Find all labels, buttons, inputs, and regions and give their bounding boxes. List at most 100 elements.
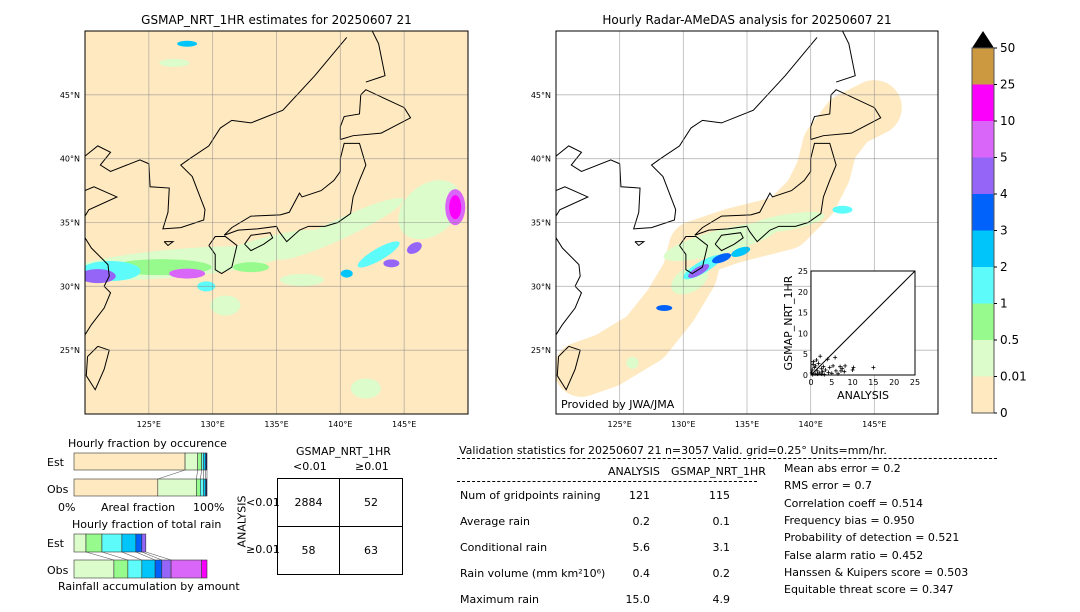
score: Probability of detection = 0.521 — [784, 531, 960, 545]
stat-value: 4.9 — [712, 593, 731, 606]
score: Frequency bias = 0.950 — [784, 513, 915, 527]
coastline — [208, 236, 238, 275]
rain-area — [205, 229, 322, 267]
accumulation-label: Rainfall accumulation by amount — [58, 580, 240, 593]
coastline — [556, 37, 818, 230]
scatter-point — [842, 369, 847, 374]
colorbar-segment — [972, 194, 994, 231]
scatter-point — [821, 364, 826, 369]
map-layer — [85, 31, 468, 414]
score: Hanssen & Kuipers score = 0.503 — [784, 565, 969, 579]
scatter-y-tick: 15 — [798, 309, 808, 318]
rain-area — [626, 356, 639, 369]
coastline — [694, 142, 837, 243]
rain-area — [340, 269, 353, 278]
fraction-segment — [113, 559, 129, 579]
scatter-point — [819, 366, 824, 371]
scatter-y-tick: 0 — [803, 371, 808, 380]
colorbar-label: 0.5 — [1000, 333, 1019, 347]
y-tick-label: 40°N — [531, 155, 551, 164]
fraction-segment — [184, 452, 198, 471]
stat-value: 121 — [629, 489, 650, 502]
y-tick-label: 30°N — [60, 282, 80, 291]
diagonal-line — [810, 270, 916, 376]
left-map-title: GSMAP_NRT_1HR estimates for 20250607 21 — [141, 13, 412, 27]
est-label-1: Est — [47, 456, 64, 469]
scatter-point — [850, 368, 855, 373]
colorbar-extend-arrow — [972, 31, 994, 48]
fraction-segment — [197, 452, 202, 471]
scatter-point — [833, 355, 838, 360]
tick-0pct: 0% — [58, 501, 76, 514]
stat-value: 0.4 — [632, 567, 651, 580]
maps-canvas: 125°E 130°E 135°E 140°E 145°E 45°N 40°N 35°N 30°… — [60, 30, 1027, 429]
x-tick-label: 140°E — [328, 420, 352, 429]
rain-area — [280, 273, 325, 286]
x-tick-label: 130°E — [671, 420, 695, 429]
divider — [457, 481, 757, 482]
colorbar-segment — [972, 340, 994, 377]
y-tick-label: 45°N — [60, 91, 80, 100]
stat-value: 0.2 — [712, 567, 731, 580]
rain-area — [159, 58, 190, 67]
colorbar-label: 5 — [1000, 151, 1008, 165]
scatter-point — [833, 368, 838, 373]
obs-label-2: Obs — [47, 564, 69, 577]
fraction-segment — [73, 452, 186, 471]
colorbar-label: 3 — [1000, 224, 1008, 238]
x-tick-label: 125°E — [137, 420, 161, 429]
stat-value: 0.2 — [632, 515, 651, 528]
col-label-1: ≥0.01 — [355, 460, 389, 473]
scatter-x-tick: 25 — [910, 378, 920, 387]
scatter-point — [838, 364, 843, 369]
connector-line — [196, 469, 198, 480]
fraction-segment — [127, 559, 143, 579]
y-tick-label: 45°N — [531, 91, 551, 100]
y-tick-label: 25°N — [531, 346, 551, 355]
col-label-0: <0.01 — [293, 460, 327, 473]
fraction-segment — [154, 559, 163, 579]
scatter-point — [871, 365, 876, 370]
scatter-point — [811, 362, 816, 367]
fraction-segment — [85, 533, 103, 553]
fraction-segment — [205, 478, 208, 497]
rain-area — [210, 295, 241, 316]
scatter-point — [838, 368, 843, 373]
coastline — [85, 37, 348, 230]
score: Equitable threat score = 0.347 — [784, 583, 954, 597]
scatter-x-tick: 20 — [889, 378, 899, 387]
x-tick-label: 145°E — [862, 420, 886, 429]
coastline — [85, 186, 119, 217]
colorbar-segment — [972, 267, 994, 304]
scatter-point — [851, 365, 856, 370]
scatter-y-tick: 5 — [803, 350, 808, 359]
colorbar-label: 25 — [1000, 78, 1015, 92]
scatter-point — [814, 358, 819, 363]
fraction-segment — [196, 478, 201, 497]
fraction-segment — [73, 559, 115, 579]
colorbar-label: 4 — [1000, 187, 1008, 201]
row-label-1: ≥0.01 — [246, 543, 280, 556]
fraction-segment — [141, 533, 147, 553]
colorbar-segment — [972, 48, 994, 85]
fraction-segment — [101, 533, 123, 553]
rain-area — [85, 269, 116, 284]
stat-label: Average rain — [460, 515, 530, 528]
scatter-point — [818, 354, 823, 359]
left-map: 125°E 130°E 135°E 140°E 145°E 45°N 40°N 35°N 30°… — [60, 30, 469, 429]
fraction-segment — [200, 478, 204, 497]
cell: 52 — [340, 479, 402, 527]
connector-line — [145, 551, 172, 561]
col-analysis: ANALYSIS — [608, 465, 660, 478]
scatter-point — [836, 371, 841, 376]
coastline — [556, 186, 590, 217]
coastline — [679, 236, 709, 275]
coastline — [810, 89, 882, 140]
scatter-point — [816, 361, 821, 366]
scatter-point — [819, 372, 824, 377]
fraction-segment — [141, 559, 156, 579]
map-frame — [84, 30, 469, 415]
stat-label: Conditional rain — [460, 541, 548, 554]
colorbar-label: 10 — [1000, 114, 1015, 128]
